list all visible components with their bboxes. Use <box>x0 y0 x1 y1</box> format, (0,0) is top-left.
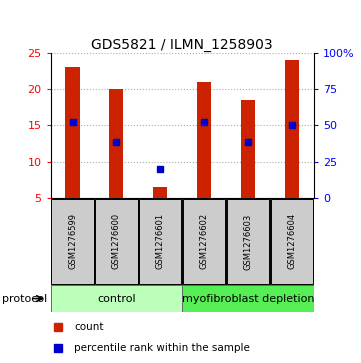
Bar <box>51 285 182 311</box>
Text: count: count <box>74 322 104 332</box>
Bar <box>227 199 269 284</box>
Bar <box>183 199 225 284</box>
Bar <box>182 285 314 311</box>
Text: GSM1276600: GSM1276600 <box>112 213 121 269</box>
Text: GSM1276604: GSM1276604 <box>288 213 297 269</box>
Text: protocol: protocol <box>2 294 47 303</box>
Text: GSM1276603: GSM1276603 <box>244 213 253 269</box>
Bar <box>109 89 123 198</box>
Text: GSM1276599: GSM1276599 <box>68 213 77 269</box>
Title: GDS5821 / ILMN_1258903: GDS5821 / ILMN_1258903 <box>91 38 273 52</box>
Bar <box>197 82 211 198</box>
Bar <box>285 60 299 198</box>
Bar <box>51 199 93 284</box>
Bar <box>65 67 79 198</box>
Bar <box>241 100 255 198</box>
Text: GSM1276601: GSM1276601 <box>156 213 165 269</box>
Bar <box>139 199 182 284</box>
Text: control: control <box>97 294 136 303</box>
Bar <box>153 187 168 198</box>
Text: myofibroblast depletion: myofibroblast depletion <box>182 294 314 303</box>
Bar <box>271 199 313 284</box>
Text: percentile rank within the sample: percentile rank within the sample <box>74 343 250 354</box>
Text: GSM1276602: GSM1276602 <box>200 213 209 269</box>
Bar <box>95 199 138 284</box>
